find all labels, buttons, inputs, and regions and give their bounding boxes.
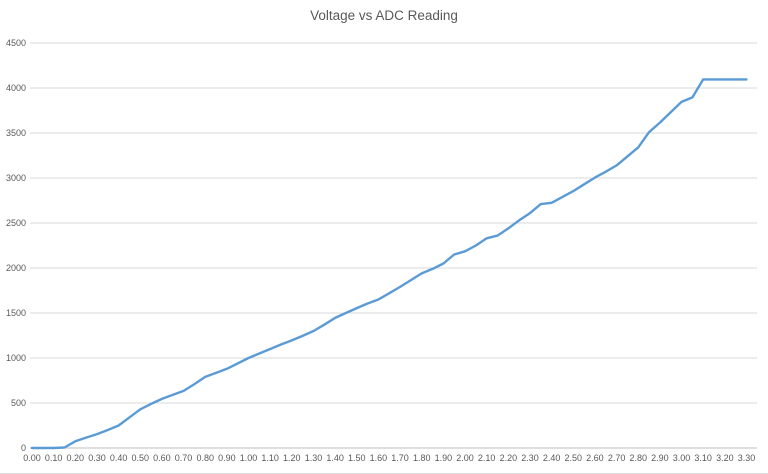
x-axis-tick-label: 3.30	[738, 453, 756, 463]
x-axis-tick-label: 1.70	[391, 453, 409, 463]
x-axis-tick-label: 2.80	[629, 453, 647, 463]
y-axis-tick-label: 500	[11, 398, 26, 408]
x-axis-tick-label: 1.60	[370, 453, 388, 463]
x-axis-tick-label: 0.80	[196, 453, 214, 463]
chart-title: Voltage vs ADC Reading	[310, 8, 458, 23]
x-axis-tick-label: 1.20	[283, 453, 301, 463]
x-axis-tick-label: 2.70	[608, 453, 626, 463]
x-axis-tick-label: 3.20	[716, 453, 734, 463]
x-axis-tick-label: 2.90	[651, 453, 669, 463]
x-axis-tick-label: 3.10	[694, 453, 712, 463]
x-axis-tick-label: 2.10	[478, 453, 496, 463]
x-axis-tick-label: 1.50	[348, 453, 366, 463]
x-axis-tick-label: 2.40	[543, 453, 561, 463]
y-axis-tick-label: 2000	[6, 263, 26, 273]
x-axis-tick-label: 2.20	[500, 453, 518, 463]
x-axis-tick-label: 1.40	[326, 453, 344, 463]
x-axis-tick-label: 0.50	[131, 453, 149, 463]
x-axis-tick-label: 2.50	[565, 453, 583, 463]
x-axis-tick-label: 0.40	[110, 453, 128, 463]
y-axis-tick-label: 4500	[6, 38, 26, 48]
x-axis-tick-label: 1.30	[305, 453, 323, 463]
series-line-adc-reading	[30, 78, 748, 450]
x-axis-tick-label: 1.10	[261, 453, 279, 463]
y-axis-tick-label: 3500	[6, 128, 26, 138]
x-axis-tick-label: 3.00	[673, 453, 691, 463]
y-axis-tick-label: 0	[21, 443, 26, 453]
y-axis-tick-label: 1000	[6, 353, 26, 363]
x-axis-tick-label: 0.10	[45, 453, 63, 463]
x-axis-tick-label: 1.80	[413, 453, 431, 463]
x-axis-tick-label: 0.70	[175, 453, 193, 463]
y-axis-tick-label: 2500	[6, 218, 26, 228]
x-axis-tick-label: 0.90	[218, 453, 236, 463]
x-axis-tick-label: 1.00	[240, 453, 258, 463]
x-axis-tick-label: 0.30	[88, 453, 106, 463]
x-axis-tick-label: 0.60	[153, 453, 171, 463]
y-axis-tick-label: 4000	[6, 83, 26, 93]
x-axis-tick-label: 2.00	[456, 453, 474, 463]
x-axis-tick-label: 0.20	[67, 453, 85, 463]
x-axis-tick-label: 2.60	[586, 453, 604, 463]
x-axis-tick-label: 1.90	[435, 453, 453, 463]
y-axis-tick-label: 3000	[6, 173, 26, 183]
x-axis-tick-label: 2.30	[521, 453, 539, 463]
x-axis-tick-label: 0.00	[23, 453, 41, 463]
y-axis-tick-label: 1500	[6, 308, 26, 318]
